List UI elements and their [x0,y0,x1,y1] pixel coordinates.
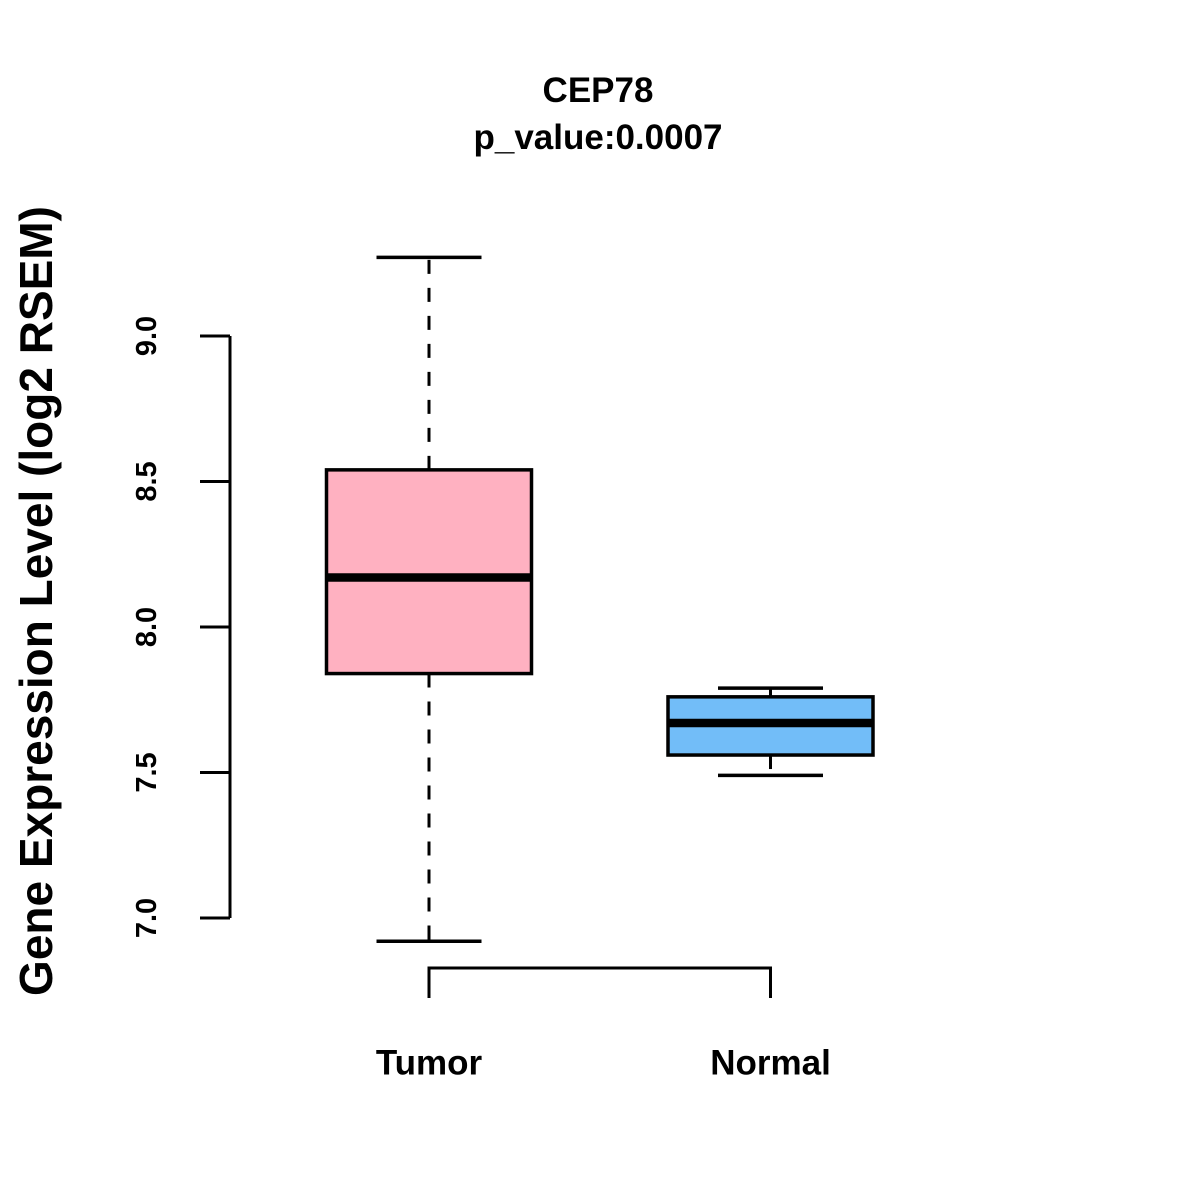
box-tumor [324,468,534,676]
y-tick-label: 8.0 [131,607,163,647]
y-tick-label: 9.0 [131,316,163,356]
y-tick-label: 7.5 [131,752,163,792]
y-tick-label: 8.5 [131,461,163,501]
comparison-bracket [427,966,772,998]
category-label-tumor: Tumor [376,1044,483,1083]
chart-subtitle: p_value:0.0007 [473,118,723,157]
y-tick-label: 7.0 [131,898,163,938]
category-label-normal: Normal [710,1044,831,1083]
chart-title: CEP78 [542,71,654,110]
